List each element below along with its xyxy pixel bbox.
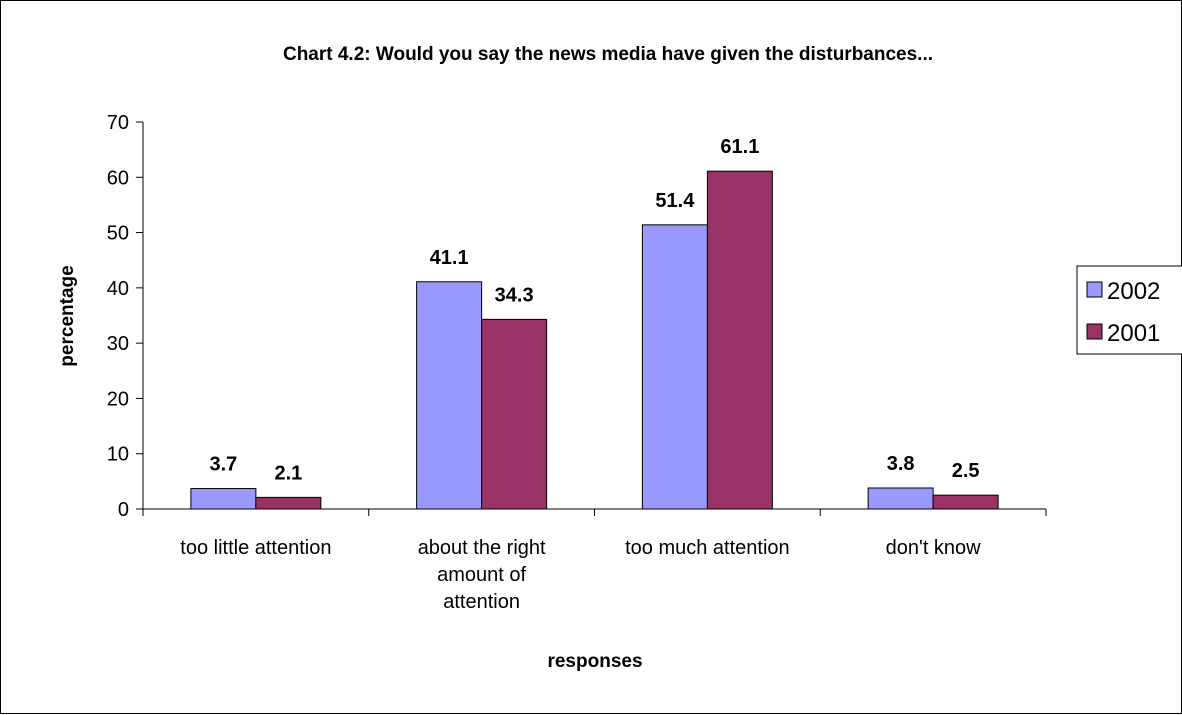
legend-label: 2001 bbox=[1107, 320, 1160, 347]
data-label: 2.5 bbox=[952, 460, 980, 482]
y-tick-label: 20 bbox=[107, 388, 129, 410]
data-label: 51.4 bbox=[655, 190, 695, 212]
x-axis-title: responses bbox=[547, 651, 642, 672]
x-tick-label: too much attention bbox=[625, 537, 790, 559]
bar-2002-1 bbox=[416, 281, 483, 510]
legend-swatch bbox=[1086, 323, 1103, 340]
data-label: 34.3 bbox=[495, 284, 534, 306]
data-label: 3.8 bbox=[887, 453, 915, 475]
y-tick-label: 70 bbox=[107, 112, 129, 134]
bar-2001-3 bbox=[932, 494, 999, 510]
bar-2001-2 bbox=[706, 170, 773, 510]
data-label: 61.1 bbox=[720, 136, 759, 158]
data-label: 2.1 bbox=[274, 462, 302, 484]
bar-2002-3 bbox=[867, 487, 934, 510]
y-tick-label: 60 bbox=[107, 167, 129, 189]
x-tick-label: don't know bbox=[886, 537, 982, 559]
legend-swatch bbox=[1086, 281, 1103, 298]
x-tick-label: too little attention bbox=[180, 537, 331, 559]
data-label: 41.1 bbox=[430, 247, 469, 269]
x-tick-label: attention bbox=[443, 591, 520, 613]
y-tick-label: 10 bbox=[107, 444, 129, 466]
y-tick-label: 40 bbox=[107, 278, 129, 300]
y-tick-label: 50 bbox=[107, 223, 129, 245]
y-axis-title: percentage bbox=[57, 265, 78, 366]
chart-title: Chart 4.2: Would you say the news media … bbox=[283, 44, 933, 65]
bar-2001-1 bbox=[481, 318, 548, 510]
x-tick-label: about the right bbox=[418, 537, 546, 559]
bar-2002-0 bbox=[190, 488, 257, 510]
data-label: 3.7 bbox=[209, 454, 237, 476]
legend-label: 2002 bbox=[1107, 278, 1160, 305]
bar-2002-2 bbox=[641, 224, 708, 510]
y-tick-label: 30 bbox=[107, 333, 129, 355]
x-tick-label: amount of bbox=[437, 564, 526, 586]
y-tick-label: 0 bbox=[118, 499, 129, 521]
bar-2001-0 bbox=[255, 496, 322, 510]
